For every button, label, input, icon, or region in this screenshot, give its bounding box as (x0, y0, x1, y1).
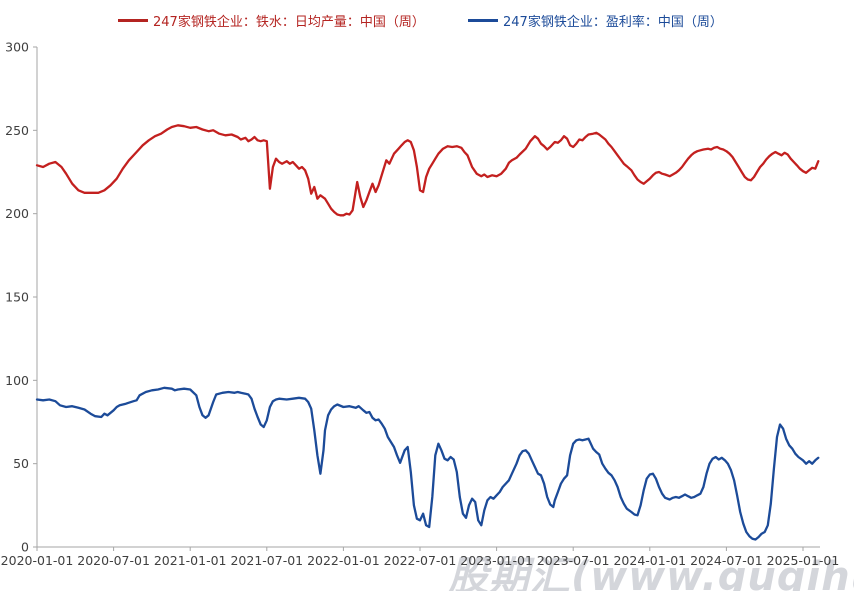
hot-metal-output-line (35, 124, 820, 217)
x-axis-tick-label: 2022-01-01 (307, 553, 380, 568)
legend-label-hot-metal-output: 247家钢铁企业：铁水：日均产量：中国（周） (153, 14, 425, 30)
legend-swatch-blue-line (468, 18, 498, 22)
x-axis-tick-label: 2022-07-01 (384, 553, 457, 568)
y-axis-tick-label: 250 (5, 123, 29, 138)
x-axis-tick-label: 2023-01-01 (460, 553, 533, 568)
x-axis-tick-label: 2024-01-01 (613, 553, 686, 568)
x-axis-tick-label: 2021-01-01 (154, 553, 227, 568)
chart-legend: 247家钢铁企业：铁水：日均产量：中国（周） 247家钢铁企业：盈利率：中国（周… (0, 10, 854, 30)
x-axis-tick-label: 2023-07-01 (537, 553, 610, 568)
profit-ratio-line (35, 386, 820, 541)
y-axis-tick-label: 300 (5, 40, 29, 55)
watermark: 股期汇(www.guqihui.cn) (448, 554, 854, 591)
x-axis-tick-label: 2024-07-01 (690, 553, 763, 568)
x-axis-tick-label: 2025-01-01 (767, 553, 840, 568)
y-axis-tick-label: 200 (5, 206, 29, 221)
y-axis-tick-label: 0 (21, 540, 29, 555)
x-axis-tick-label: 2021-07-01 (230, 553, 303, 568)
legend-item-profit-ratio: 247家钢铁企业：盈利率：中国（周） (468, 10, 723, 30)
y-axis-tick-label: 150 (5, 290, 29, 305)
legend-swatch-red-line (118, 18, 148, 22)
y-axis-tick-label: 50 (13, 456, 29, 471)
y-axis-tick-label: 100 (5, 373, 29, 388)
legend-label-profit-ratio: 247家钢铁企业：盈利率：中国（周） (503, 14, 723, 30)
x-axis-tick-label: 2020-07-01 (77, 553, 150, 568)
legend-item-hot-metal-output: 247家钢铁企业：铁水：日均产量：中国（周） (118, 10, 425, 30)
x-axis-tick-label: 2020-01-01 (1, 553, 74, 568)
